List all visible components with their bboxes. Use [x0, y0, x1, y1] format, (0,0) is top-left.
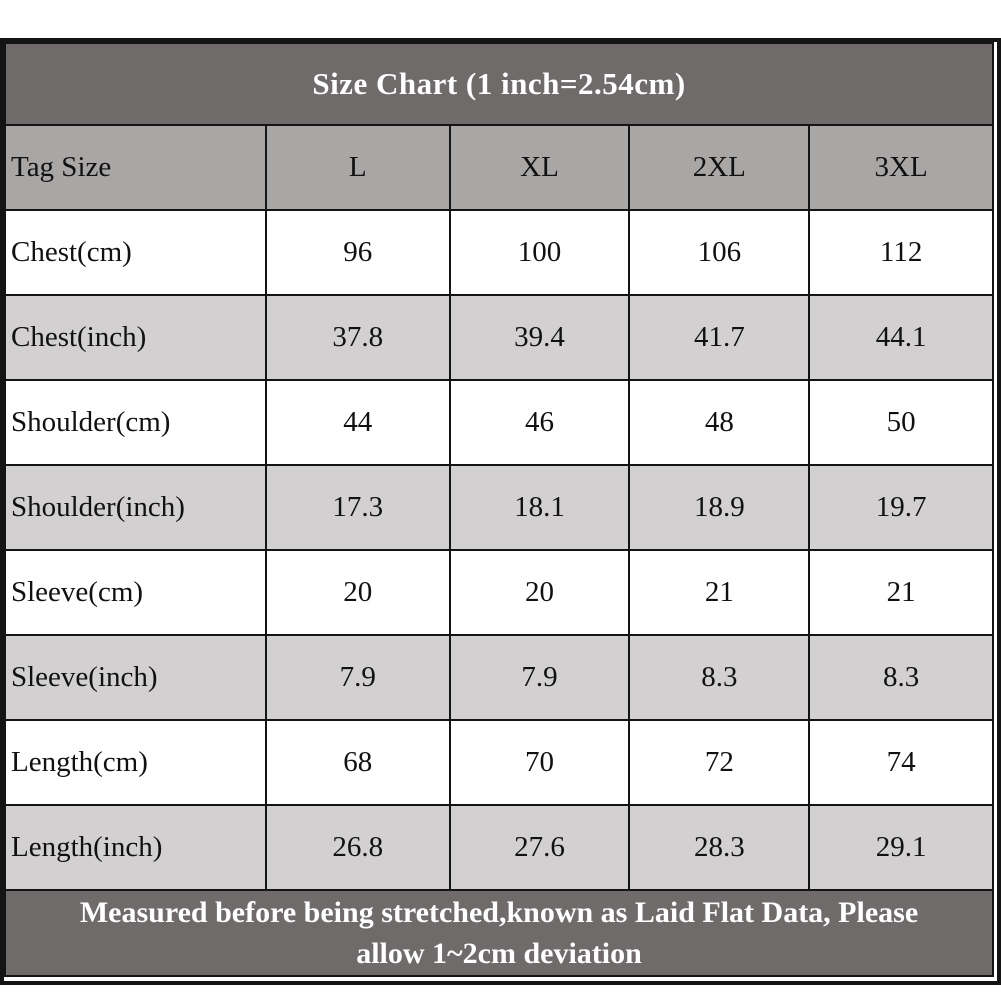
cell-value: 50 [808, 379, 994, 466]
row-label: Length(cm) [4, 719, 267, 806]
cell-value: 44.1 [808, 294, 994, 381]
row-label: Sleeve(cm) [4, 549, 267, 636]
column-header-size-l: L [264, 124, 451, 211]
cell-value: 68 [264, 719, 451, 806]
table-row-chest-inch: Chest(inch) 37.8 39.4 41.7 44.1 [4, 294, 994, 381]
cell-value: 18.1 [448, 464, 631, 551]
cell-value: 29.1 [808, 804, 994, 891]
row-label: Shoulder(cm) [4, 379, 267, 466]
cell-value: 48 [628, 379, 811, 466]
cell-value: 21 [628, 549, 811, 636]
cell-value: 74 [808, 719, 994, 806]
cell-value: 70 [448, 719, 631, 806]
column-header-size-3xl: 3XL [808, 124, 994, 211]
cell-value: 20 [448, 549, 631, 636]
row-label: Sleeve(inch) [4, 634, 267, 721]
column-header-tag-size: Tag Size [4, 124, 267, 211]
cell-value: 20 [264, 549, 451, 636]
cell-value: 72 [628, 719, 811, 806]
row-label: Chest(cm) [4, 209, 267, 296]
footer-note-line-2: allow 1~2cm deviation [356, 937, 642, 970]
column-header-size-2xl: 2XL [628, 124, 811, 211]
cell-value: 19.7 [808, 464, 994, 551]
table-row-length-inch: Length(inch) 26.8 27.6 28.3 29.1 [4, 804, 994, 891]
size-chart-table: Size Chart (1 inch=2.54cm) Tag Size L XL… [4, 42, 994, 977]
cell-value: 17.3 [264, 464, 451, 551]
cell-value: 8.3 [808, 634, 994, 721]
cell-value: 41.7 [628, 294, 811, 381]
row-label: Chest(inch) [4, 294, 267, 381]
row-label: Shoulder(inch) [4, 464, 267, 551]
table-row-length-cm: Length(cm) 68 70 72 74 [4, 719, 994, 806]
cell-value: 106 [628, 209, 811, 296]
cell-value: 26.8 [264, 804, 451, 891]
row-label: Length(inch) [4, 804, 267, 891]
size-chart-title: Size Chart (1 inch=2.54cm) [4, 42, 994, 126]
cell-value: 39.4 [448, 294, 631, 381]
cell-value: 18.9 [628, 464, 811, 551]
title-row: Size Chart (1 inch=2.54cm) [4, 42, 994, 126]
footer-note-line-1: Measured before being stretched,known as… [79, 896, 919, 929]
cell-value: 37.8 [264, 294, 451, 381]
header-row: Tag Size L XL 2XL 3XL [4, 124, 994, 211]
table-row-chest-cm: Chest(cm) 96 100 106 112 [4, 209, 994, 296]
cell-value: 96 [264, 209, 451, 296]
cell-value: 100 [448, 209, 631, 296]
footer-row: Measured before being stretched,known as… [4, 889, 994, 977]
cell-value: 44 [264, 379, 451, 466]
table-row-sleeve-cm: Sleeve(cm) 20 20 21 21 [4, 549, 994, 636]
table-row-shoulder-cm: Shoulder(cm) 44 46 48 50 [4, 379, 994, 466]
cell-value: 27.6 [448, 804, 631, 891]
size-chart-card: Size Chart (1 inch=2.54cm) Tag Size L XL… [0, 38, 1001, 985]
cell-value: 21 [808, 549, 994, 636]
cell-value: 7.9 [448, 634, 631, 721]
footer-note: Measured before being stretched,known as… [4, 889, 994, 977]
table-row-shoulder-inch: Shoulder(inch) 17.3 18.1 18.9 19.7 [4, 464, 994, 551]
column-header-size-xl: XL [448, 124, 631, 211]
cell-value: 28.3 [628, 804, 811, 891]
cell-value: 112 [808, 209, 994, 296]
cell-value: 7.9 [264, 634, 451, 721]
cell-value: 46 [448, 379, 631, 466]
table-row-sleeve-inch: Sleeve(inch) 7.9 7.9 8.3 8.3 [4, 634, 994, 721]
cell-value: 8.3 [628, 634, 811, 721]
